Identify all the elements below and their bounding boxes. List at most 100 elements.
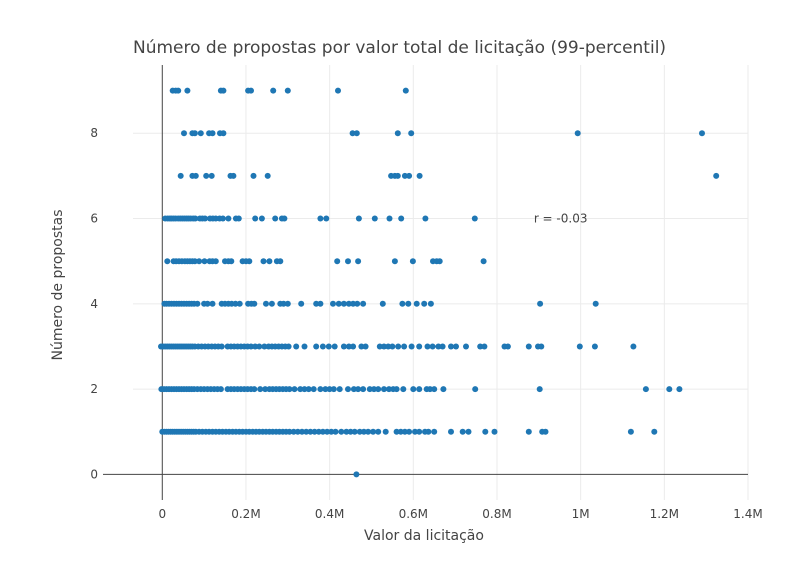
data-point — [305, 386, 312, 393]
data-point — [666, 386, 673, 393]
data-point — [431, 428, 438, 435]
grid-layer — [133, 65, 749, 500]
data-point — [574, 130, 581, 137]
data-point — [416, 343, 423, 350]
x-tick-label: 0 — [158, 507, 166, 521]
data-point — [409, 258, 416, 265]
data-point — [284, 300, 291, 307]
data-point — [331, 343, 338, 350]
data-point — [261, 343, 268, 350]
data-point — [355, 386, 362, 393]
data-point — [203, 172, 210, 179]
data-point — [326, 386, 333, 393]
data-point — [448, 428, 454, 435]
data-point — [332, 428, 339, 435]
data-point — [248, 87, 254, 94]
data-point — [381, 386, 387, 393]
data-point — [491, 428, 498, 435]
data-point — [204, 300, 211, 307]
data-point — [630, 343, 637, 350]
data-point — [480, 258, 487, 265]
data-point — [340, 300, 347, 307]
data-point — [322, 386, 329, 393]
axis-layer — [103, 65, 748, 500]
data-point — [440, 386, 447, 393]
x-tick-label: 0.8M — [482, 507, 511, 521]
data-point — [366, 386, 373, 393]
data-point — [184, 87, 191, 94]
x-tick-label: 1.4M — [733, 507, 762, 521]
data-point — [397, 428, 404, 435]
data-point — [343, 428, 350, 435]
data-point — [393, 386, 400, 393]
data-point — [465, 428, 472, 435]
data-point — [463, 343, 469, 350]
data-point — [410, 386, 417, 393]
data-point — [360, 386, 367, 393]
data-point — [537, 300, 544, 307]
data-point — [272, 215, 279, 222]
data-point — [435, 343, 442, 350]
data-point — [642, 386, 649, 393]
data-point — [325, 343, 332, 350]
data-point — [268, 300, 275, 307]
data-point — [408, 130, 415, 137]
data-point — [345, 386, 351, 393]
data-point — [504, 343, 511, 350]
data-point — [257, 386, 264, 393]
data-point — [290, 428, 297, 435]
data-point — [311, 428, 318, 435]
data-point — [252, 215, 259, 222]
data-point — [209, 130, 216, 137]
y-tick-label: 6 — [90, 212, 98, 226]
data-point — [427, 300, 434, 307]
x-tick-label: 0.2M — [231, 507, 260, 521]
data-point — [375, 386, 382, 393]
data-point — [192, 172, 199, 179]
data-point — [349, 130, 356, 137]
data-point — [208, 172, 215, 179]
data-point — [413, 300, 420, 307]
data-point — [260, 258, 267, 265]
data-point — [177, 172, 184, 179]
data-point — [298, 300, 305, 307]
data-point — [350, 386, 357, 393]
data-point — [379, 300, 386, 307]
data-point — [471, 215, 478, 222]
data-point — [576, 343, 583, 350]
data-point — [201, 258, 208, 265]
x-tick-label: 0.6M — [399, 507, 428, 521]
data-point — [230, 172, 237, 179]
data-point — [416, 428, 423, 435]
data-point — [345, 300, 352, 307]
data-point — [353, 471, 360, 478]
data-point — [424, 343, 431, 350]
data-point — [338, 428, 345, 435]
data-point — [266, 258, 273, 265]
data-point — [385, 343, 392, 350]
x-tick-label: 0.4M — [315, 507, 344, 521]
point-layer — [158, 87, 720, 478]
data-point — [525, 343, 532, 350]
data-point — [353, 130, 360, 137]
data-point — [324, 428, 331, 435]
data-point — [270, 87, 277, 94]
data-point — [402, 87, 409, 94]
data-point — [355, 215, 362, 222]
tick-layer: 0 0.2M 0.4M 0.6M 0.8M 1M 1.2M 1.4M 0 2 4 6 8 — [90, 126, 762, 521]
data-point — [335, 87, 341, 94]
data-point — [286, 386, 293, 393]
data-point — [330, 300, 336, 307]
data-point — [317, 386, 324, 393]
data-point — [251, 386, 258, 393]
data-point — [202, 215, 208, 222]
data-point — [256, 343, 263, 350]
data-point — [412, 428, 418, 435]
data-point — [386, 386, 392, 393]
data-point — [281, 215, 288, 222]
data-point — [317, 215, 324, 222]
data-point — [713, 172, 720, 179]
data-point — [453, 343, 459, 350]
y-axis-title: Número de propostas — [50, 209, 66, 360]
